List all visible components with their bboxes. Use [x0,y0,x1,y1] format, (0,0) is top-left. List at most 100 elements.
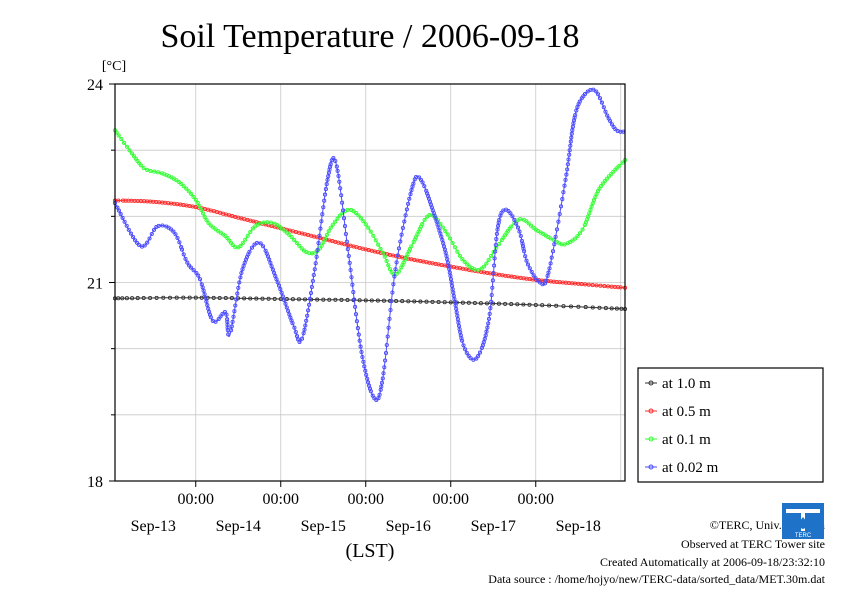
series-point [317,233,322,238]
series-point [328,164,333,169]
series-point [249,245,255,250]
series-point [565,167,570,172]
series-point [229,328,234,333]
series-point [229,296,234,301]
series-point [191,194,196,199]
series-point [144,167,150,172]
series-point [404,207,409,212]
series-point [331,155,336,161]
series-point [518,217,523,222]
series-point [462,259,467,264]
series-point [602,284,607,289]
series-point [482,336,487,341]
legend-swatch-marker [648,464,654,470]
series-point [493,249,498,254]
series-line [114,297,626,310]
series-point [235,291,240,296]
series-point [197,277,203,282]
series-point [356,332,361,337]
series-point [549,255,554,260]
series-point [418,299,423,304]
series-point [278,296,283,302]
series-point [297,339,302,345]
series-point [292,325,297,330]
series-point [492,256,497,261]
series-point [382,365,387,370]
series-point [488,306,493,311]
series-point [590,201,595,206]
series-point [576,304,581,309]
series-point [461,343,466,348]
series-point [386,325,391,330]
series-point [396,246,402,251]
series-point [572,115,577,120]
series-point [602,179,607,184]
series-point [177,240,182,245]
series-point [396,269,401,274]
series-point [183,256,188,261]
series-point [355,326,360,331]
series-point [279,226,285,231]
series-point [161,295,166,300]
series-point [213,319,218,324]
series-point [368,389,373,394]
series-point [479,266,484,271]
series-point [171,229,176,234]
series-point [297,243,302,248]
series-point [394,298,399,304]
series-point [526,221,531,226]
series-point [216,316,221,322]
series-point [494,231,499,236]
series-point [167,295,173,300]
series-point [315,248,320,253]
series-point [237,280,242,285]
series-point [218,314,223,319]
series-point [557,211,562,217]
series-point [224,312,229,317]
series-point [384,342,389,348]
series-point [142,243,147,248]
series-point [561,304,566,309]
series-point [364,372,369,377]
series-point [243,237,248,242]
series-point [284,305,289,310]
series-point [276,283,282,288]
series-point [369,298,374,303]
series-point [268,260,273,265]
series-point [176,179,181,184]
y-axis: 18 21 24 [87,77,115,491]
series-point [220,311,225,316]
series-point [580,227,585,232]
x-axis-label: (LST) [346,540,395,562]
terc-logo: TERC [782,503,824,539]
series-point [122,140,127,145]
series-point [316,241,321,246]
series-point [556,219,561,224]
series-point [141,165,146,171]
series-point [460,338,465,343]
series-point [568,143,573,148]
series-point [491,270,496,276]
series-point [353,211,359,216]
series-point [115,205,120,210]
series-point [282,298,287,303]
series-point [509,224,514,229]
series-point [128,231,134,236]
logo-drop [798,517,808,529]
series-point [521,302,526,307]
series-point [309,284,314,290]
series-point [296,297,302,302]
series-point [490,285,495,290]
series-point [303,323,308,328]
series-point [305,313,310,318]
series-point [307,251,312,256]
series-point [476,354,481,359]
series-point [485,325,490,330]
series-point [308,290,314,296]
series-point [238,275,243,280]
created-text: Created Automatically at 2006-09-18/23:3… [600,555,825,569]
series-point [199,295,204,300]
legend-label: at 0.02 m [662,460,719,476]
series-at-0-1-m [112,128,628,277]
series-point [569,131,574,136]
